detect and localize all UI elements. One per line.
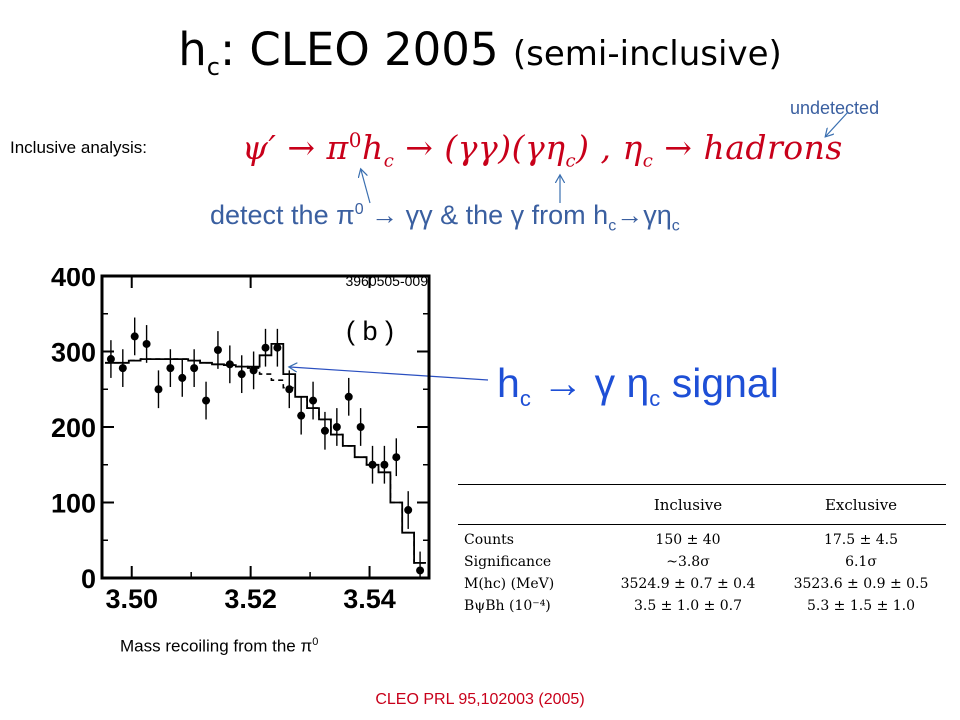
data-point — [309, 396, 318, 405]
data-point — [202, 396, 211, 405]
data-point — [392, 453, 401, 462]
data-point — [106, 355, 115, 364]
data-point — [320, 426, 329, 435]
table-cell: 17.5 ± 4.5 — [823, 532, 899, 548]
data-point — [166, 364, 175, 373]
title-rest: : CLEO 2005 — [219, 23, 513, 76]
data-point — [273, 343, 282, 352]
y-tick-label: 300 — [51, 338, 96, 368]
detect-sup: 0 — [354, 201, 364, 218]
results-table: Inclusive Exclusive Counts 150 ± 40 17.5… — [458, 476, 946, 626]
formula-eta2-sub: c — [642, 150, 654, 172]
reference-citation: CLEO PRL 95,102003 (2005) — [375, 691, 585, 708]
mass-label-text: Mass recoiling from the π — [120, 636, 313, 656]
formula-tail: → hadrons — [653, 128, 843, 167]
formula-pi-sup: 0 — [348, 128, 362, 152]
data-point — [130, 332, 139, 341]
table-cell: 3.5 ± 1.0 ± 0.7 — [633, 598, 743, 614]
data-point — [356, 423, 365, 431]
data-point — [404, 506, 413, 515]
plot-panel-label: ( b ) — [346, 316, 394, 346]
x-tick-label: 3.50 — [105, 584, 158, 613]
plot-run-id: 3960505-009 — [345, 273, 428, 289]
detect-sub1: c — [608, 217, 617, 235]
formula-hc: h — [361, 128, 384, 167]
table-header-exclusive: Exclusive — [824, 496, 898, 514]
decay-formula: ψ′ → π0hc → (γγ)(γηc) , ηc → hadrons — [242, 128, 843, 172]
plot-xaxis-label: Mass recoiling from the π0 — [120, 636, 318, 657]
table-cell: 5.3 ± 1.5 ± 1.0 — [806, 598, 916, 614]
data-point — [213, 345, 222, 354]
signal-t2: → γ η — [530, 360, 650, 406]
mass-label-sup: 0 — [312, 636, 319, 648]
x-tick-label: 3.52 — [224, 584, 277, 613]
table-cell: Significance — [464, 554, 552, 570]
table-header-inclusive: Inclusive — [653, 496, 723, 514]
x-tick-label: 3.54 — [343, 584, 396, 613]
undetected-label: undetected — [790, 98, 880, 118]
data-point — [380, 460, 389, 469]
table-cell: 3523.6 ± 0.9 ± 0.5 — [793, 576, 929, 592]
formula-hc-sub: c — [383, 150, 395, 172]
y-tick-label: 0 — [81, 564, 96, 594]
data-point — [118, 364, 127, 373]
table-rule-top — [458, 484, 946, 485]
data-point — [344, 392, 353, 401]
slide-title: hc: CLEO 2005 (semi-inclusive) — [0, 22, 960, 95]
inclusive-analysis-label: Inclusive analysis: — [10, 138, 148, 157]
y-tick-label: 100 — [51, 489, 96, 519]
data-point — [225, 360, 234, 369]
table-cell: M(hc) (MeV) — [464, 576, 555, 592]
data-point — [237, 370, 246, 379]
fit-histogram — [105, 343, 426, 564]
arrow-signal — [290, 367, 489, 381]
data-point — [368, 460, 377, 469]
data-point — [297, 411, 306, 420]
detect-t2: → γγ & the γ from h — [363, 200, 609, 230]
data-point — [190, 364, 199, 373]
signal-sub1: c — [519, 386, 531, 412]
mass-plot: 3960505-009 ( b ) 400 300 200 100 0 3.50 3.52 3… — [51, 268, 431, 613]
table-cell: ~3.8σ — [666, 554, 710, 570]
table-cell: 3524.9 ± 0.7 ± 0.4 — [620, 576, 756, 592]
signal-sub2: c — [649, 386, 661, 412]
title-paren: (semi-inclusive) — [512, 34, 782, 74]
data-point — [178, 373, 187, 382]
detect-t3: →γη — [616, 200, 672, 230]
table-cell: 150 ± 40 — [655, 532, 721, 548]
detect-t1: detect the π — [210, 200, 355, 230]
formula-close: ) , η — [576, 128, 643, 167]
data-point — [142, 339, 151, 348]
table-cell: 6.1σ — [845, 554, 877, 570]
y-tick-label: 400 — [51, 268, 96, 292]
detect-sub2: c — [671, 217, 680, 235]
data-point — [154, 385, 163, 394]
background-histogram — [105, 358, 426, 564]
data-point — [285, 385, 294, 394]
formula-eta-sub: c — [565, 150, 577, 172]
table-cell: Counts — [464, 532, 514, 548]
table-cell: BψBh (10⁻⁴) — [464, 598, 551, 614]
data-point — [261, 343, 270, 352]
formula-gg: → (γγ)(γη — [394, 128, 566, 167]
arrow-undetected — [826, 111, 849, 136]
signal-label: hc → γ ηc signal — [497, 360, 779, 412]
arrow-pi0 — [361, 170, 371, 204]
title-sub: c — [206, 53, 220, 81]
data-point — [332, 423, 341, 431]
signal-t1: h — [497, 360, 520, 406]
detect-caption: detect the π0 → γγ & the γ from hc→γηc — [210, 200, 680, 235]
signal-t3: signal — [660, 360, 779, 406]
data-point — [416, 566, 425, 575]
data-point — [249, 366, 258, 375]
title-main: h — [178, 23, 207, 76]
y-tick-label: 200 — [51, 413, 96, 443]
table-rule-mid — [458, 524, 946, 525]
formula-psi: ψ′ → π — [242, 128, 349, 167]
